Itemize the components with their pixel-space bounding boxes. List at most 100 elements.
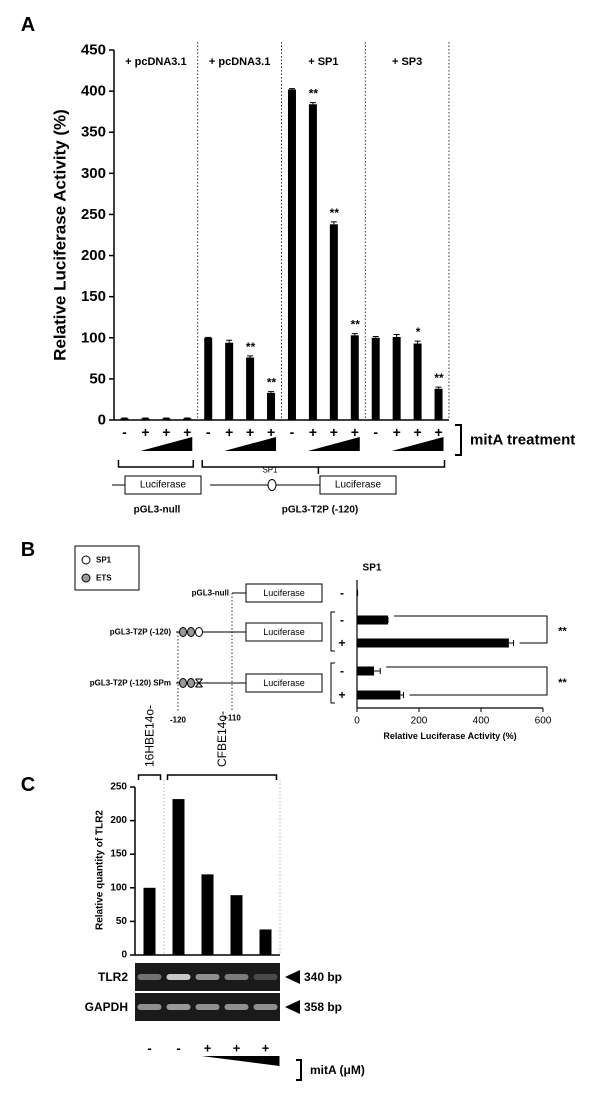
y-axis-title: Relative Luciferase Activity (%) — [51, 109, 70, 361]
ets-site — [179, 678, 187, 688]
dose-wedge — [307, 437, 360, 451]
group-label: 16HBE14o- — [143, 705, 157, 767]
bar — [357, 690, 401, 700]
x-tick-label: + — [434, 424, 442, 440]
bar — [267, 392, 276, 420]
significance: ** — [329, 206, 340, 220]
y-tick-label: 250 — [110, 782, 127, 793]
reporter-box — [245, 622, 323, 642]
y-tick-label: 450 — [81, 42, 106, 59]
legend-label: ETS — [96, 574, 112, 583]
y-tick-label: 100 — [110, 882, 127, 893]
gel-size-label: 340 bp — [304, 970, 342, 984]
significance-connector — [386, 666, 548, 696]
sp1-site — [195, 627, 203, 637]
reporter-box — [245, 673, 323, 693]
error-bar — [372, 336, 379, 338]
group-label: CFBE14o- — [215, 711, 229, 767]
x-tick-label: - — [373, 424, 378, 440]
gel-band — [137, 974, 162, 980]
dose-wedge — [140, 437, 193, 451]
x-tick-label: + — [183, 424, 191, 440]
gel-band — [253, 1004, 278, 1010]
legend-box — [74, 545, 140, 591]
dose-wedge — [201, 1056, 280, 1066]
significance: ** — [266, 376, 277, 390]
y-tick-label: 250 — [81, 206, 106, 223]
bar — [225, 342, 234, 420]
bar — [141, 418, 150, 420]
x-tick-label: + — [309, 424, 317, 440]
reporter-label: Luciferase — [140, 480, 187, 491]
ets-site — [179, 627, 187, 637]
x-tick-label: + — [233, 1041, 241, 1056]
y-tick-label: 50 — [116, 916, 128, 927]
bar — [259, 929, 272, 955]
panel-label: C — [21, 774, 35, 796]
y-tick-label: + — [338, 688, 345, 702]
dose-wedge — [391, 437, 444, 451]
significance: * — [415, 325, 421, 339]
bar — [357, 666, 375, 676]
x-tick-label: + — [204, 1041, 212, 1056]
significance: ** — [558, 626, 567, 638]
treatment-label: mitA treatment — [470, 432, 575, 449]
significance: ** — [350, 318, 361, 332]
bar — [162, 418, 171, 420]
group-label: + pcDNA3.1 — [209, 56, 270, 68]
error-bar — [508, 640, 515, 646]
error-bar — [330, 221, 337, 225]
error-bar — [288, 88, 295, 90]
comparison-bracket — [330, 662, 335, 704]
ets-site — [187, 678, 195, 688]
gel-band — [195, 1004, 220, 1010]
construct-name: pGL3-null — [192, 589, 229, 598]
y-tick-label: 0 — [98, 412, 106, 429]
x-tick-label: - — [176, 1041, 180, 1056]
bar — [143, 887, 156, 955]
gel-band — [224, 1004, 249, 1010]
reporter-box — [124, 475, 202, 495]
x-tick-label: + — [225, 424, 233, 440]
bar — [183, 418, 192, 420]
construct-name: pGL3-T2P (-120) — [282, 505, 359, 516]
error-bar — [309, 102, 316, 105]
legend-swatch — [81, 555, 91, 565]
bar — [308, 104, 317, 421]
construct-bracket — [117, 460, 195, 468]
x-axis-title: Relative Luciferase Activity (%) — [383, 731, 516, 741]
x-tick-label: + — [267, 424, 275, 440]
bar — [204, 337, 213, 420]
construct-name: pGL3-T2P (-120) — [110, 628, 172, 637]
gel-row-label: TLR2 — [98, 970, 128, 984]
x-tick-label: - — [122, 424, 127, 440]
gel-band — [253, 974, 278, 980]
y-tick-label: 200 — [110, 815, 127, 826]
x-tick-label: - — [147, 1041, 151, 1056]
x-tick-label: + — [351, 424, 359, 440]
reporter-label: Luciferase — [263, 678, 305, 688]
y-tick-label: 300 — [81, 165, 106, 182]
comparison-bracket — [330, 611, 335, 652]
significance-connector — [394, 615, 548, 644]
error-bar — [400, 692, 404, 698]
bar — [357, 638, 509, 648]
reporter-box — [245, 583, 323, 603]
bar — [357, 615, 388, 625]
gel-band — [137, 1004, 162, 1010]
y-tick-label: 400 — [81, 83, 106, 100]
bar — [287, 89, 296, 420]
significance: ** — [558, 677, 567, 689]
error-bar — [374, 668, 381, 674]
group-bracket — [137, 774, 162, 780]
treatment-label: mitA (μM) — [310, 1063, 365, 1077]
x-tick-label: + — [246, 424, 254, 440]
reporter-box — [319, 475, 397, 495]
error-bar — [393, 333, 400, 337]
construct-name: pGL3-null — [134, 505, 181, 516]
position-label: +110 — [223, 714, 241, 723]
significance: ** — [434, 371, 445, 385]
gel-row-label: GAPDH — [85, 1000, 128, 1014]
group-label: + pcDNA3.1 — [125, 56, 186, 68]
